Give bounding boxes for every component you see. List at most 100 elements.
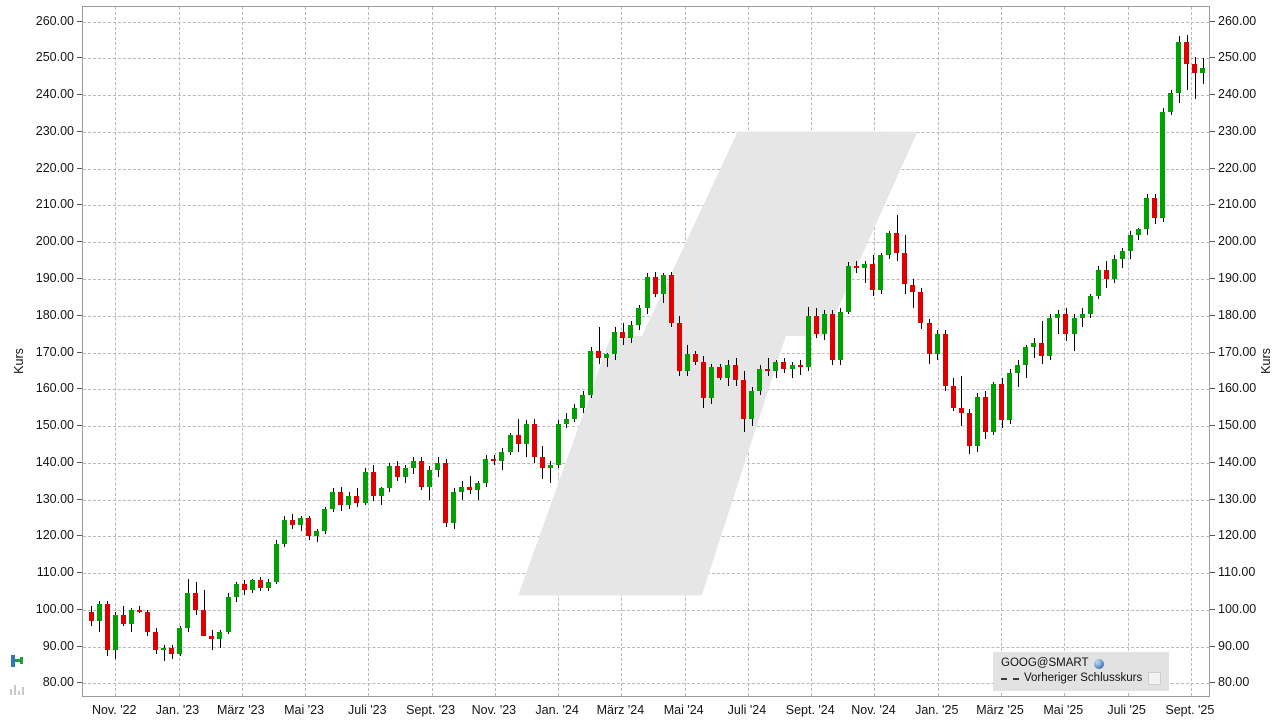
candle-body[interactable]	[306, 517, 311, 537]
candle-body[interactable]	[701, 361, 706, 399]
candle-body[interactable]	[886, 233, 891, 256]
candle-body[interactable]	[1168, 93, 1173, 112]
candle-body[interactable]	[290, 519, 295, 526]
candle-body[interactable]	[991, 383, 996, 432]
candle-body[interactable]	[999, 383, 1004, 421]
candle-body[interactable]	[411, 460, 416, 469]
candle-body[interactable]	[185, 593, 190, 629]
candle-body[interactable]	[1007, 372, 1012, 421]
candle-body[interactable]	[733, 365, 738, 381]
candle-body[interactable]	[902, 253, 907, 285]
chart-legend[interactable]: GOOG@SMART Vorheriger Schlusskurs	[993, 652, 1170, 692]
candle-body[interactable]	[870, 264, 875, 290]
candle-body[interactable]	[806, 315, 811, 368]
candle-body[interactable]	[967, 413, 972, 447]
candle-body[interactable]	[97, 604, 102, 621]
candle-body[interactable]	[242, 584, 247, 590]
candle-body[interactable]	[693, 354, 698, 362]
candle-body[interactable]	[338, 492, 343, 506]
candle-body[interactable]	[145, 611, 150, 632]
candle-body[interactable]	[419, 460, 424, 487]
candle-body[interactable]	[983, 396, 988, 432]
candle-body[interactable]	[113, 615, 118, 651]
candle-body[interactable]	[467, 486, 472, 491]
candle-body[interactable]	[604, 354, 609, 358]
candle-body[interactable]	[927, 323, 932, 355]
candle-body[interactable]	[854, 266, 859, 269]
candle-body[interactable]	[878, 255, 883, 290]
candle-body[interactable]	[177, 628, 182, 654]
candle-body[interactable]	[556, 424, 561, 465]
legend-row-series[interactable]: Vorheriger Schlusskurs	[1001, 671, 1162, 686]
candle-body[interactable]	[669, 275, 674, 324]
candle-body[interactable]	[580, 394, 585, 408]
candle-body[interactable]	[910, 284, 915, 292]
candle-body[interactable]	[645, 277, 650, 309]
chart-marker-icon[interactable]	[8, 653, 30, 669]
candle-body[interactable]	[830, 313, 835, 360]
candle-body[interactable]	[1055, 313, 1060, 318]
candle-body[interactable]	[363, 471, 368, 504]
candle-body[interactable]	[1096, 269, 1101, 296]
candle-body[interactable]	[1136, 229, 1141, 235]
candle-body[interactable]	[298, 517, 303, 526]
candle-body[interactable]	[1088, 295, 1093, 314]
candle-body[interactable]	[749, 391, 754, 419]
candle-body[interactable]	[137, 609, 142, 612]
candle-body[interactable]	[435, 462, 440, 471]
candle-body[interactable]	[564, 418, 569, 425]
candle-body[interactable]	[862, 264, 867, 268]
candle-body[interactable]	[918, 291, 923, 324]
candle-body[interactable]	[846, 266, 851, 313]
candle-body[interactable]	[1128, 234, 1133, 252]
candle-body[interactable]	[548, 464, 553, 469]
candle-body[interactable]	[781, 361, 786, 370]
candle-body[interactable]	[258, 580, 263, 588]
candle-body[interactable]	[274, 543, 279, 583]
candle-body[interactable]	[508, 435, 513, 452]
candle-body[interactable]	[572, 407, 577, 419]
candle-body[interactable]	[129, 609, 134, 625]
candle-body[interactable]	[1031, 343, 1036, 347]
candle-body[interactable]	[1063, 313, 1068, 335]
candle-body[interactable]	[717, 367, 722, 379]
candle-body[interactable]	[105, 604, 110, 651]
candle-body[interactable]	[612, 332, 617, 355]
candle-body[interactable]	[814, 315, 819, 335]
candle-body[interactable]	[250, 580, 255, 590]
candle-body[interactable]	[89, 611, 94, 621]
candle-body[interactable]	[516, 435, 521, 445]
candle-body[interactable]	[524, 424, 529, 445]
candle-body[interactable]	[201, 609, 206, 636]
candle-body[interactable]	[354, 495, 359, 504]
candle-body[interactable]	[234, 584, 239, 597]
candle-body[interactable]	[387, 466, 392, 489]
candle-body[interactable]	[935, 334, 940, 355]
candle-body[interactable]	[636, 308, 641, 325]
candle-body[interactable]	[121, 615, 126, 625]
candle-body[interactable]	[1144, 198, 1149, 230]
candle-body[interactable]	[499, 451, 504, 461]
candle-body[interactable]	[346, 495, 351, 506]
candle-body[interactable]	[540, 457, 545, 469]
candle-body[interactable]	[475, 482, 480, 491]
candle-body[interactable]	[1152, 198, 1157, 219]
candle-body[interactable]	[330, 492, 335, 509]
candle-body[interactable]	[459, 486, 464, 493]
candle-body[interactable]	[483, 459, 488, 483]
candle-body[interactable]	[1080, 313, 1085, 318]
candle-body[interactable]	[943, 334, 948, 386]
candle-body[interactable]	[959, 407, 964, 414]
candle-body[interactable]	[822, 313, 827, 335]
candle-body[interactable]	[588, 350, 593, 395]
candle-body[interactable]	[725, 365, 730, 379]
candle-body[interactable]	[741, 380, 746, 419]
candle-body[interactable]	[765, 369, 770, 372]
candle-body[interactable]	[1176, 41, 1181, 94]
candle-body[interactable]	[443, 462, 448, 524]
candle-body[interactable]	[161, 648, 166, 651]
candle-body[interactable]	[894, 233, 899, 254]
candle-body[interactable]	[1160, 111, 1165, 219]
candle-body[interactable]	[371, 471, 376, 496]
candle-body[interactable]	[628, 324, 633, 338]
